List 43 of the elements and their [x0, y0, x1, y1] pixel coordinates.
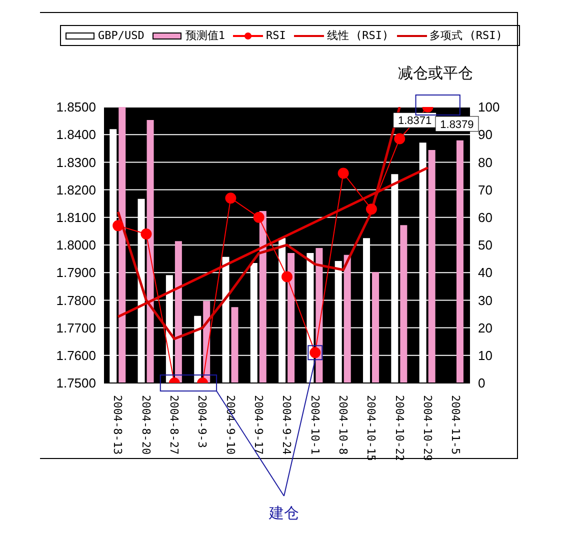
y-tick-label: 1.8300	[56, 154, 96, 170]
x-tick-label: 2004-11-5	[449, 395, 462, 455]
y2-tick-label: 90	[478, 127, 492, 142]
y-tick-label: 1.8400	[56, 127, 96, 142]
y2-tick-label: 30	[478, 292, 492, 308]
text: 减仓或平仓	[398, 65, 473, 82]
y-tick-label: 1.8500	[56, 100, 96, 115]
x-tick-label: 2004-8-13	[111, 395, 124, 455]
legend-label: RSI	[266, 29, 286, 42]
x-tick-label: 2004-10-22	[392, 395, 406, 462]
x-tick-label: 2004-8-27	[168, 395, 181, 455]
y2-tick-label: 20	[478, 320, 492, 336]
y-tick-label: 1.7900	[56, 265, 96, 280]
annotation: 建仓	[268, 505, 299, 522]
legend-label: GBP/USD	[98, 29, 144, 42]
y-tick-label: 1.7700	[56, 320, 96, 336]
y2-tick-label: 80	[478, 154, 492, 170]
x-tick-label: 2004-10-1	[308, 395, 322, 455]
x-tick-label: 2004-9-3	[196, 395, 209, 448]
legend-label: 多项式 (RSI)	[430, 28, 502, 43]
y2-tick-label: 60	[478, 210, 492, 226]
y-tick-label: 1.7500	[56, 376, 96, 391]
x-tick-label: 2004-9-17	[252, 395, 265, 455]
y-tick-label: 1.7800	[56, 292, 96, 308]
y2-tick-label: 0	[478, 376, 486, 391]
y-tick-label: 1.7600	[56, 348, 96, 364]
y-tick-label: 1.8200	[56, 182, 96, 198]
y-tick-label: 1.8000	[56, 238, 96, 253]
x-tick-label: 2004-10-8	[336, 395, 350, 455]
x-tick-label: 2004-8-20	[139, 395, 152, 455]
y2-tick-label: 10	[478, 348, 492, 364]
legend-label: 线性 (RSI)	[326, 28, 389, 43]
data-label: 1.8379	[440, 118, 474, 131]
x-tick-label: 2004-9-24	[280, 395, 294, 455]
y2-tick-label: 40	[478, 265, 492, 280]
y2-tick-label: 50	[478, 238, 492, 253]
y2-tick-label: 100	[478, 100, 500, 115]
x-tick-label: 2004-10-15	[364, 395, 378, 462]
data-label: 1.8371	[398, 115, 432, 128]
y-tick-label: 1.8100	[56, 210, 96, 226]
legend-label: 预测值1	[185, 28, 225, 43]
x-tick-label: 2004-9-10	[224, 395, 237, 455]
y2-tick-label: 70	[478, 182, 492, 198]
